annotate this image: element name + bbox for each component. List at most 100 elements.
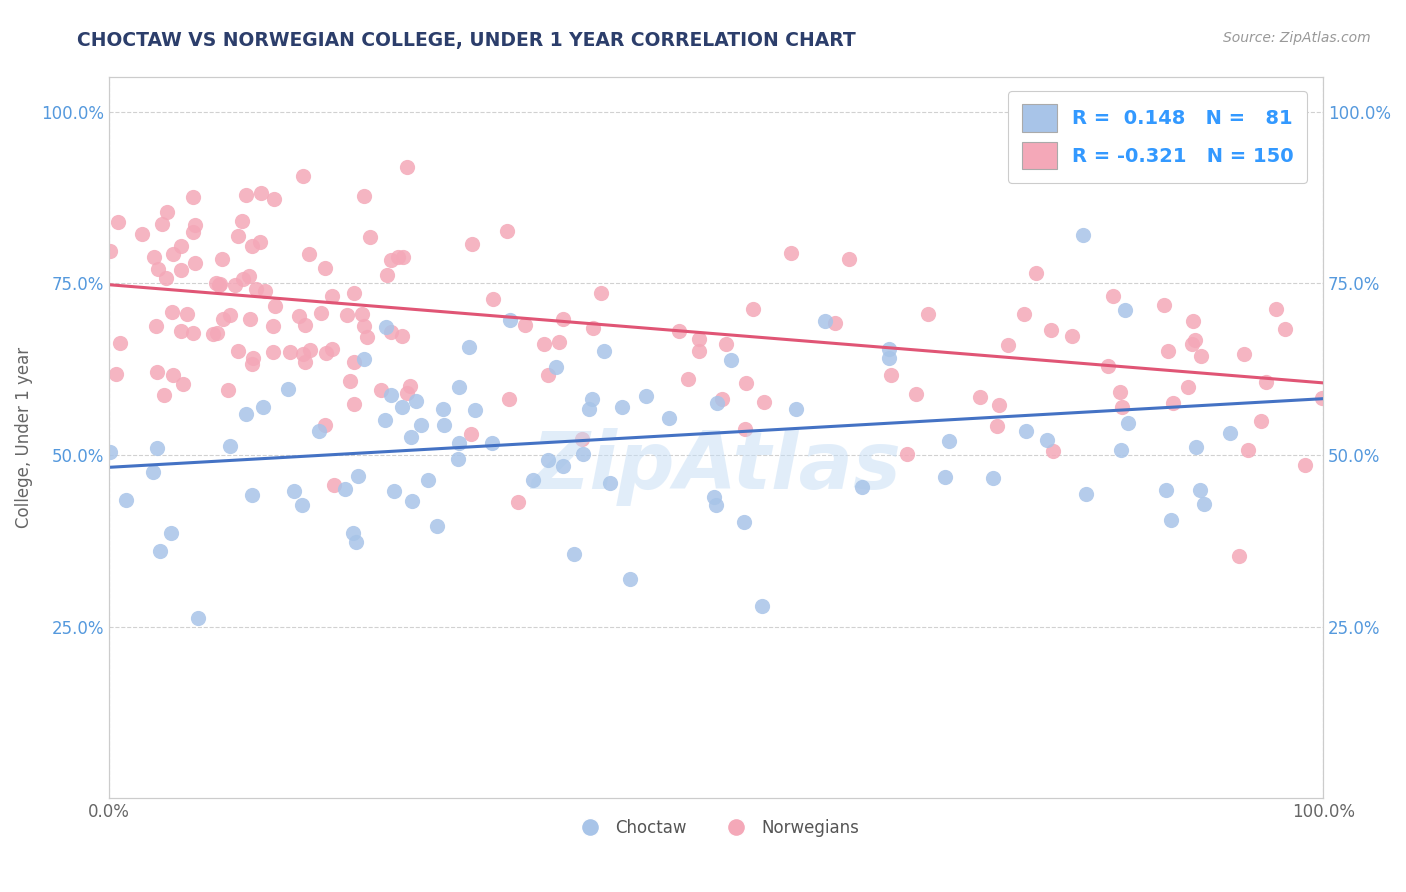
Point	[562, 547, 585, 561]
Point	[904, 387, 927, 401]
Point	[1250, 414, 1272, 428]
Point	[343, 354, 366, 368]
Point	[108, 336, 131, 351]
Point	[711, 392, 734, 406]
Point	[591, 285, 613, 300]
Point	[813, 313, 835, 327]
Point	[181, 326, 204, 341]
Point	[239, 311, 262, 326]
Point	[447, 436, 470, 450]
Point	[264, 299, 287, 313]
Point	[432, 401, 454, 416]
Point	[346, 469, 368, 483]
Point	[464, 402, 486, 417]
Point	[321, 342, 343, 356]
Point	[391, 329, 413, 343]
Point	[634, 389, 657, 403]
Point	[181, 225, 204, 239]
Point	[851, 480, 873, 494]
Point	[1254, 375, 1277, 389]
Point	[240, 358, 263, 372]
Text: Source: ZipAtlas.com: Source: ZipAtlas.com	[1223, 31, 1371, 45]
Point	[720, 352, 742, 367]
Point	[380, 253, 402, 268]
Point	[208, 277, 231, 292]
Point	[395, 386, 418, 401]
Point	[321, 289, 343, 303]
Point	[176, 307, 198, 321]
Point	[212, 311, 235, 326]
Point	[1116, 416, 1139, 430]
Point	[380, 388, 402, 402]
Point	[578, 401, 600, 416]
Point	[343, 397, 366, 411]
Point	[688, 344, 710, 359]
Point	[235, 188, 257, 202]
Point	[481, 436, 503, 450]
Point	[339, 374, 361, 388]
Point	[1177, 380, 1199, 394]
Point	[100, 244, 122, 258]
Point	[548, 334, 571, 349]
Point	[242, 351, 264, 365]
Point	[1097, 359, 1119, 374]
Point	[537, 452, 560, 467]
Point	[202, 326, 225, 341]
Point	[688, 333, 710, 347]
Point	[159, 526, 181, 541]
Point	[1156, 343, 1178, 358]
Point	[433, 418, 456, 433]
Point	[1189, 483, 1212, 497]
Point	[252, 400, 274, 414]
Point	[752, 395, 775, 409]
Point	[537, 368, 560, 382]
Point	[142, 250, 165, 264]
Point	[333, 482, 356, 496]
Point	[571, 432, 593, 446]
Point	[1071, 228, 1094, 243]
Point	[986, 419, 1008, 434]
Point	[734, 422, 756, 436]
Point	[232, 272, 254, 286]
Point	[401, 494, 423, 508]
Point	[1042, 444, 1064, 458]
Point	[207, 326, 229, 340]
Point	[336, 308, 359, 322]
Point	[142, 466, 165, 480]
Point	[1233, 347, 1256, 361]
Point	[498, 392, 520, 407]
Point	[733, 515, 755, 529]
Point	[508, 495, 530, 509]
Point	[387, 250, 409, 264]
Point	[1060, 329, 1083, 343]
Point	[172, 376, 194, 391]
Point	[1237, 442, 1260, 457]
Point	[1218, 425, 1240, 440]
Point	[250, 186, 273, 200]
Point	[426, 518, 449, 533]
Point	[170, 239, 193, 253]
Point	[342, 525, 364, 540]
Point	[262, 345, 284, 359]
Point	[211, 252, 233, 266]
Point	[311, 306, 333, 320]
Point	[353, 319, 375, 334]
Point	[599, 475, 621, 490]
Point	[668, 324, 690, 338]
Point	[162, 247, 184, 261]
Point	[374, 413, 396, 427]
Point	[449, 380, 471, 394]
Point	[218, 439, 240, 453]
Point	[785, 402, 807, 417]
Point	[1111, 400, 1133, 414]
Point	[263, 192, 285, 206]
Point	[780, 245, 803, 260]
Point	[1039, 322, 1062, 336]
Point	[1012, 307, 1035, 321]
Point	[399, 430, 422, 444]
Point	[152, 387, 174, 401]
Point	[987, 398, 1010, 412]
Point	[146, 262, 169, 277]
Point	[460, 427, 482, 442]
Point	[156, 205, 179, 219]
